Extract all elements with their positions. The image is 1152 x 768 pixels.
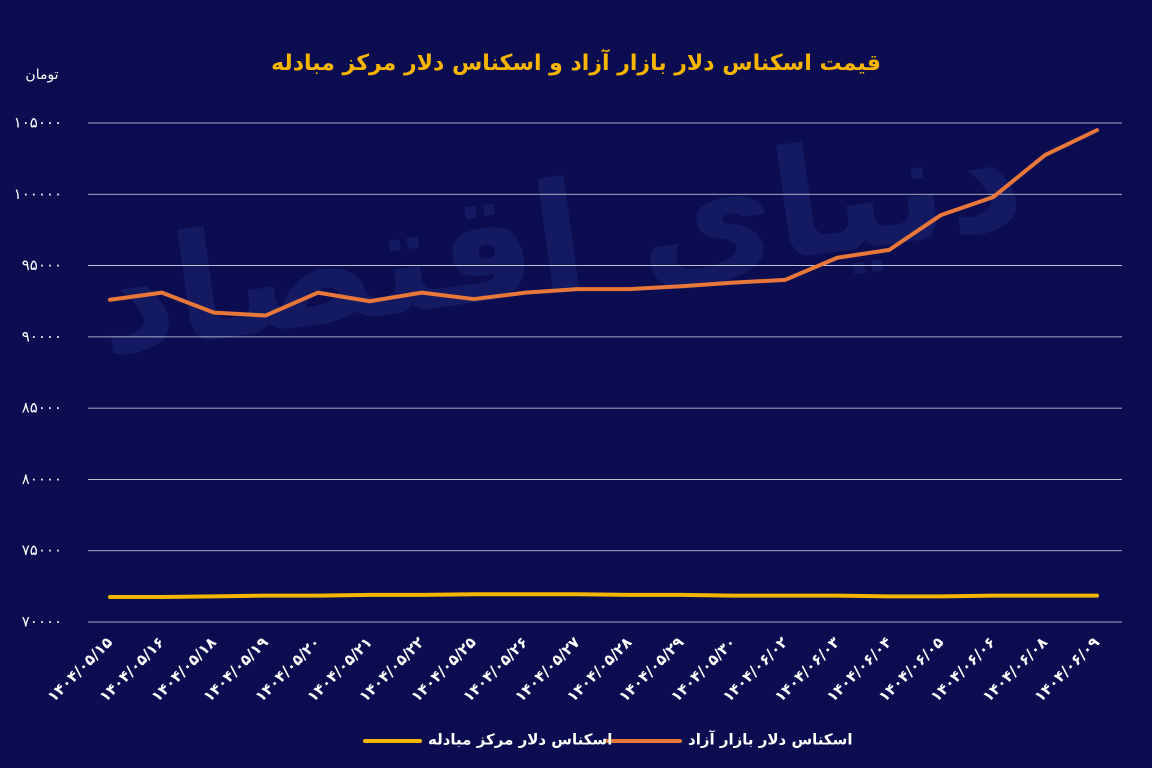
y-tick-label: ۱۰۰۰۰۰ (14, 185, 62, 203)
y-tick-label: ۸۵۰۰۰ (22, 399, 62, 417)
data-line (108, 128, 1099, 318)
legend-label: اسکناس دلار مرکز مبادله (428, 731, 612, 749)
y-tick-label: ۹۰۰۰۰ (22, 327, 62, 345)
y-axis-unit: تومان (25, 67, 58, 83)
y-tick-label: ۷۵۰۰۰ (22, 541, 62, 559)
legend-label: اسکناس دلار بازار آزاد (688, 731, 853, 749)
data-line (108, 592, 1099, 600)
y-tick-label: ۷۰۰۰۰ (22, 613, 62, 631)
y-tick-label: ۹۵۰۰۰ (22, 256, 62, 274)
y-tick-label: ۸۰۰۰۰ (22, 470, 62, 488)
y-tick-label: ۱۰۵۰۰۰ (14, 114, 62, 132)
chart-title: قیمت اسکناس دلار بازار آزاد و اسکناس دلا… (271, 48, 881, 76)
